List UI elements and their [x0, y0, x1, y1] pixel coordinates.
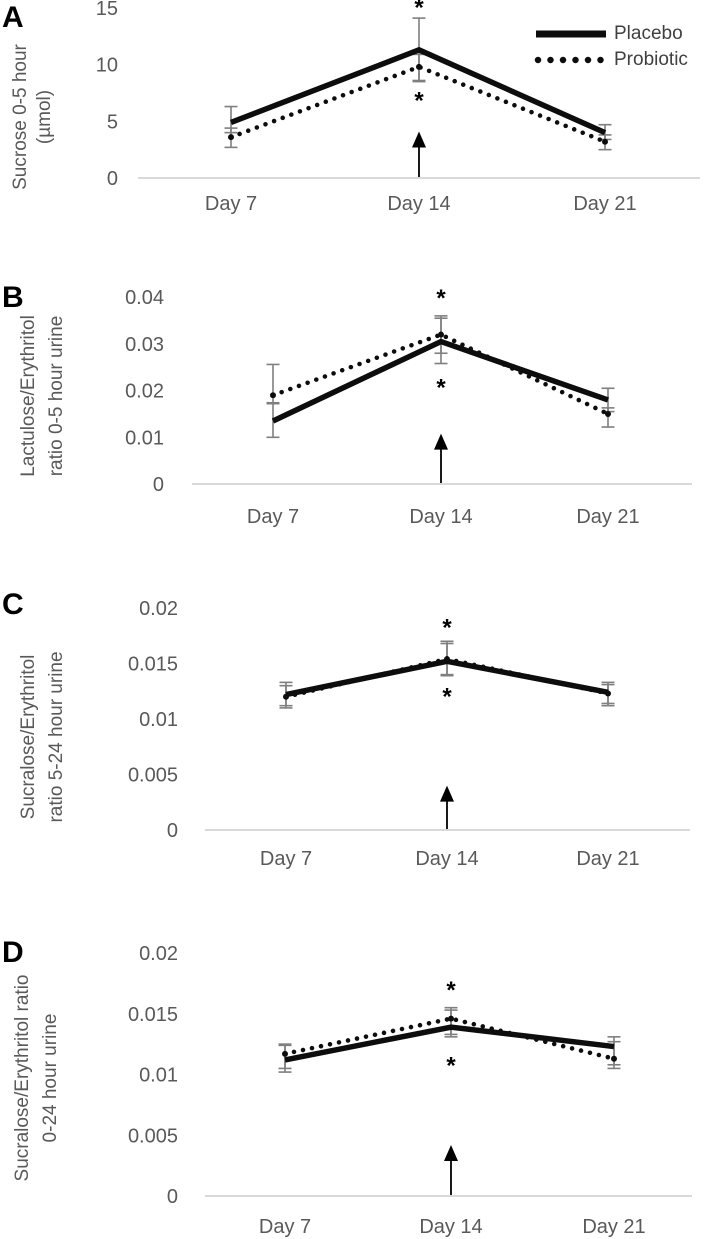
data-point-marker [605, 690, 611, 697]
significance-asterisk-below: * [446, 1052, 456, 1079]
intervention-arrow-head [440, 785, 454, 802]
y-axis-label: ratio 0-5 hour urine [46, 316, 67, 477]
legend: Placebo Probiotic [534, 24, 688, 70]
x-category-label: Day 7 [247, 506, 299, 528]
intervention-arrow-head [434, 433, 448, 450]
y-axis-label: (µmol) [34, 90, 55, 144]
y-tick-label: 0.015 [128, 1004, 178, 1026]
y-axis-label: Sucralose/Erythritol ratio [12, 975, 33, 1182]
significance-asterisk-below: * [436, 375, 446, 402]
intervention-arrow-head [412, 131, 426, 148]
legend-label-probiotic: Probiotic [614, 49, 688, 70]
y-tick-label: 0 [153, 474, 164, 496]
y-tick-label: 10 [96, 55, 118, 77]
probiotic-line [282, 1016, 617, 1062]
data-point-marker [270, 392, 276, 399]
x-category-label: Day 14 [387, 193, 450, 215]
y-tick-label: 0 [167, 1186, 178, 1208]
significance-asterisk-above: * [442, 615, 452, 642]
y-tick-label: 0.03 [125, 334, 164, 356]
significance-asterisk-below: * [442, 683, 452, 710]
y-tick-label: 0.005 [128, 765, 178, 787]
legend-row-probiotic: Probiotic [534, 50, 688, 70]
x-category-label: Day 21 [576, 506, 639, 528]
x-category-label: Day 14 [409, 506, 472, 528]
y-tick-label: 0.015 [128, 654, 178, 676]
data-point-marker [611, 1055, 617, 1062]
placebo-line-sample-icon [536, 30, 606, 38]
y-axis-label: 0-24 hour urine [40, 1014, 61, 1143]
x-category-label: Day 21 [573, 193, 636, 215]
y-axis-label: Sucrose 0-5 hour [10, 43, 31, 189]
y-tick-label: 0.01 [139, 1065, 178, 1087]
x-category-label: Day 14 [419, 1216, 482, 1238]
probiotic-dotted-line-sample-icon [534, 56, 608, 64]
y-tick-label: 0.02 [139, 943, 178, 965]
x-category-label: Day 14 [415, 848, 478, 870]
x-category-label: Day 7 [205, 193, 257, 215]
y-tick-label: 0 [167, 820, 178, 842]
y-tick-label: 0.01 [139, 709, 178, 731]
placebo-line [271, 338, 609, 424]
panel-letter: B [2, 281, 24, 314]
data-point-marker [438, 331, 444, 338]
significance-asterisk-above: * [446, 977, 456, 1004]
y-tick-label: 0.02 [139, 598, 178, 620]
y-tick-label: 15 [96, 0, 118, 20]
x-category-label: Day 7 [260, 848, 312, 870]
panel-letter: C [2, 588, 24, 621]
y-tick-label: 0 [107, 168, 118, 190]
data-point-marker [228, 134, 234, 141]
data-point-marker [283, 693, 289, 700]
legend-label-placebo: Placebo [614, 23, 683, 44]
y-tick-label: 0.02 [125, 381, 164, 403]
y-axis-label: ratio 5-24 hour urine [46, 651, 67, 822]
panel-letter: A [2, 1, 24, 34]
y-axis-label: Lactulose/Erythritol [18, 315, 39, 477]
legend-row-placebo: Placebo [534, 24, 688, 44]
placebo-line [230, 46, 607, 136]
significance-asterisk-above: * [414, 0, 424, 21]
x-category-label: Day 21 [582, 1216, 645, 1238]
data-point-marker [444, 656, 450, 663]
significance-asterisk-below: * [414, 87, 424, 114]
placebo-line [284, 1024, 615, 1063]
significance-asterisk-above: * [436, 285, 446, 312]
panel-letter: D [2, 936, 24, 969]
y-tick-label: 5 [107, 111, 118, 133]
data-point-marker [416, 63, 422, 70]
data-point-marker [605, 410, 611, 417]
y-tick-label: 0.01 [125, 427, 164, 449]
data-point-marker [602, 138, 608, 145]
intervention-arrow-head [444, 1144, 458, 1161]
y-tick-label: 0.04 [125, 287, 164, 309]
probiotic-line [270, 332, 611, 417]
y-tick-label: 0.005 [128, 1125, 178, 1147]
data-point-marker [282, 1050, 288, 1057]
data-point-marker [448, 1015, 454, 1022]
y-axis-label: Sucralose/Erythritol [18, 655, 39, 820]
x-category-label: Day 7 [259, 1216, 311, 1238]
x-category-label: Day 21 [576, 848, 639, 870]
